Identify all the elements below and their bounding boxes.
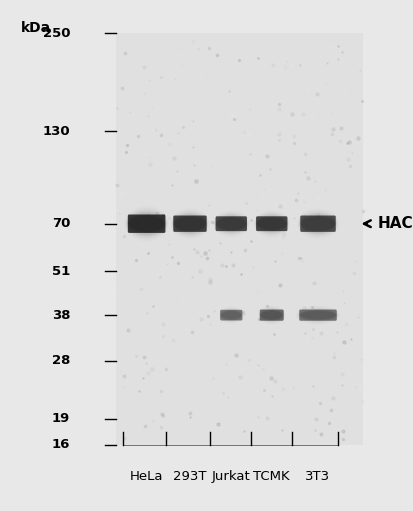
- Text: 3T3: 3T3: [306, 470, 330, 483]
- Text: kDa: kDa: [21, 21, 51, 35]
- Text: 250: 250: [43, 27, 70, 40]
- FancyBboxPatch shape: [216, 216, 247, 231]
- Text: TCMK: TCMK: [254, 470, 290, 483]
- FancyBboxPatch shape: [128, 215, 166, 233]
- Text: 19: 19: [52, 412, 70, 425]
- FancyBboxPatch shape: [300, 216, 336, 232]
- Text: 70: 70: [52, 217, 70, 230]
- FancyBboxPatch shape: [256, 216, 287, 231]
- Text: 130: 130: [43, 125, 70, 137]
- Text: 51: 51: [52, 265, 70, 277]
- Text: 293T: 293T: [173, 470, 207, 483]
- Ellipse shape: [175, 217, 206, 230]
- FancyBboxPatch shape: [260, 310, 284, 321]
- Text: 38: 38: [52, 309, 70, 321]
- Text: HeLa: HeLa: [130, 470, 164, 483]
- Text: Jurkat: Jurkat: [212, 470, 251, 483]
- Text: 28: 28: [52, 354, 70, 367]
- Text: 16: 16: [52, 438, 70, 451]
- Text: HACL1: HACL1: [378, 216, 413, 231]
- Bar: [116, 33, 363, 445]
- FancyBboxPatch shape: [173, 216, 207, 232]
- Ellipse shape: [129, 216, 164, 231]
- FancyBboxPatch shape: [299, 310, 337, 321]
- FancyBboxPatch shape: [220, 310, 242, 320]
